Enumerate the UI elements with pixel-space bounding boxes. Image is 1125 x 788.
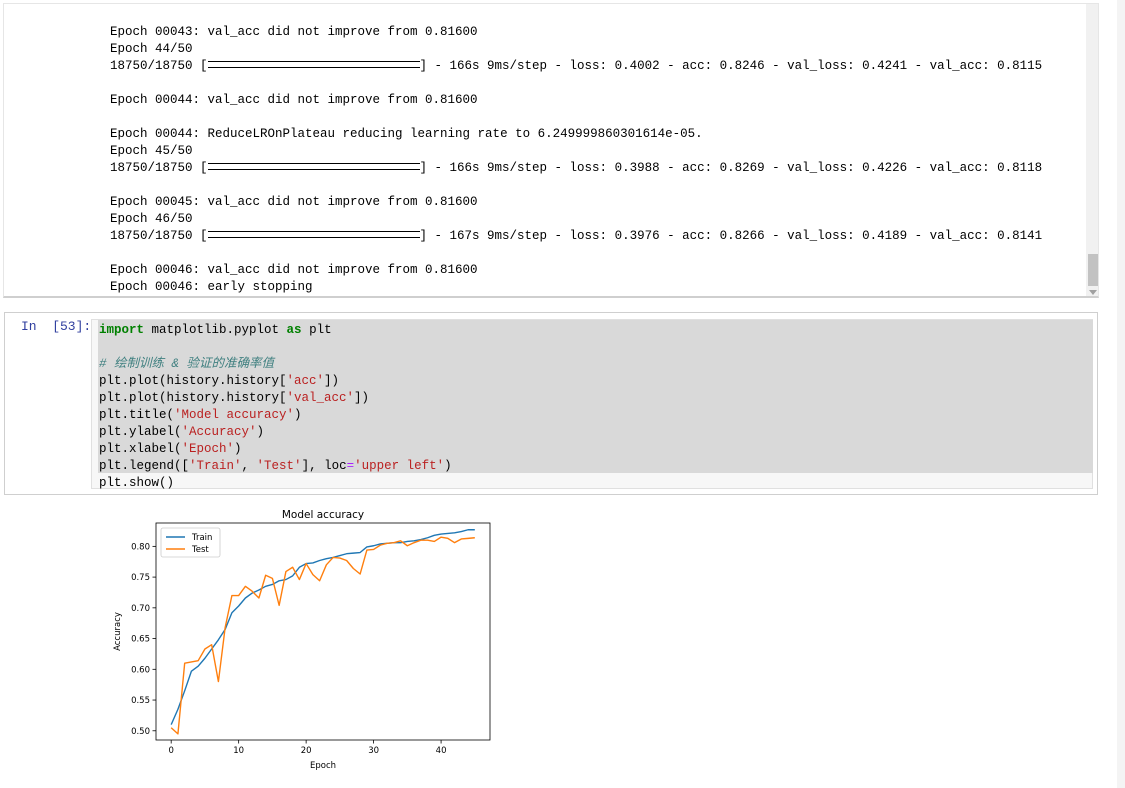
log-line: Epoch 00044: ReduceLROnPlateau reducing … <box>110 127 703 141</box>
log-line: Epoch 00043: val_acc did not improve fro… <box>110 25 478 39</box>
log-line: Epoch 45/50 <box>110 144 193 158</box>
legend-label-train: Train <box>191 533 212 543</box>
code-token: 'Test' <box>256 459 302 473</box>
x-axis-label: Epoch <box>310 761 336 771</box>
log-line: Epoch 00046: val_acc did not improve fro… <box>110 263 478 277</box>
text-selection-highlight <box>98 320 1093 473</box>
legend-label-test: Test <box>191 545 209 555</box>
log-blank-line <box>110 109 1042 126</box>
plot-frame <box>155 522 491 741</box>
y-tick-label: 0.65 <box>131 635 150 645</box>
progress-steps: 18750/18750 [ <box>110 229 208 243</box>
code-line[interactable]: plt.ylabel('Accuracy') <box>99 424 452 441</box>
code-line[interactable]: plt.show() <box>99 475 452 492</box>
y-tick-label: 0.50 <box>131 727 150 737</box>
code-token: plt.ylabel( <box>99 425 182 439</box>
input-prompt: In [53]: <box>21 319 92 334</box>
code-token: plt.show() <box>99 476 175 490</box>
output-scroll-thumb[interactable] <box>1088 254 1098 286</box>
plot-output: Model accuracy 0 10 20 30 40 0.50 0.55 0.60 0.65 0… <box>105 500 505 780</box>
log-line: Epoch 46/50 <box>110 212 193 226</box>
log-line: Epoch 44/50 <box>110 42 193 56</box>
code-token: plt.xlabel( <box>99 442 182 456</box>
y-tick-label: 0.70 <box>131 604 150 614</box>
cell-output-area: Epoch 00043: val_acc did not improve fro… <box>3 3 1099 298</box>
log-blank-line <box>110 177 1042 194</box>
progress-line: 18750/18750 [ ] - 166s 9ms/step - loss: 0… <box>110 58 1042 75</box>
code-line[interactable]: plt.plot(history.history['acc']) <box>99 373 452 390</box>
y-axis-label: Accuracy <box>113 612 123 651</box>
code-token: 'Epoch' <box>181 442 235 456</box>
code-token: 'upper left' <box>354 459 445 473</box>
y-tick-label: 0.75 <box>131 573 150 583</box>
code-line[interactable]: import matplotlib.pyplot as plt <box>99 322 452 339</box>
code-line[interactable]: plt.legend(['Train', 'Test'], loc='upper… <box>99 458 452 475</box>
progress-bar <box>207 231 420 239</box>
code-line[interactable] <box>99 339 452 356</box>
progress-steps: 18750/18750 [ <box>110 59 208 73</box>
code-token: plt.title( <box>99 408 175 422</box>
progress-line: 18750/18750 [ ] - 167s 9ms/step - loss: 0… <box>110 228 1042 245</box>
x-tick-label: 0 <box>168 746 173 756</box>
code-token: ]) <box>354 391 370 405</box>
progress-bar <box>207 61 420 69</box>
chart-title: Model accuracy <box>282 509 364 521</box>
code-line[interactable]: plt.title('Model accuracy') <box>99 407 452 424</box>
log-line: Epoch 00046: early stopping <box>110 280 313 294</box>
code-line[interactable]: plt.xlabel('Epoch') <box>99 441 452 458</box>
window-scrollbar[interactable] <box>1117 0 1125 788</box>
code-line[interactable]: # 绘制训练 & 验证的准确率值 <box>99 356 452 373</box>
code-token: ], loc <box>301 459 347 473</box>
x-tick-label: 20 <box>301 746 312 756</box>
code-token: 'acc' <box>286 374 325 388</box>
y-tick-label: 0.55 <box>131 696 150 706</box>
progress-line: 18750/18750 [ ] - 166s 9ms/step - loss: 0… <box>110 160 1042 177</box>
code-token: ]) <box>324 374 340 388</box>
code-token: 'Train' <box>189 459 242 473</box>
series-line-test <box>170 536 475 735</box>
log-line: Epoch 00044: val_acc did not improve fro… <box>110 93 478 107</box>
code-token: , <box>241 459 257 473</box>
code-token: ) <box>294 408 302 422</box>
code-token: 'Accuracy' <box>181 425 257 439</box>
progress-metrics: ] - 166s 9ms/step - loss: 0.4002 - acc: … <box>419 59 1043 73</box>
code-token: plt.plot(history.history[ <box>99 374 287 388</box>
code-token: plt <box>301 323 332 337</box>
code-token: 'val_acc' <box>286 391 355 405</box>
code-token: plt.legend([ <box>99 459 190 473</box>
series-line-train <box>170 529 475 725</box>
y-tick-label: 0.80 <box>131 542 150 552</box>
progress-metrics: ] - 167s 9ms/step - loss: 0.3976 - acc: … <box>419 229 1043 243</box>
x-tick-label: 10 <box>233 746 244 756</box>
code-token: ) <box>256 425 265 439</box>
code-token: = <box>346 459 355 473</box>
code-token: matplotlib.pyplot <box>144 323 287 337</box>
scroll-down-arrow-icon[interactable] <box>1089 290 1097 295</box>
code-cell[interactable]: In [53]: import matplotlib.pyplot as plt… <box>4 312 1098 495</box>
log-blank-line <box>110 245 1042 262</box>
code-token: ) <box>234 442 242 456</box>
code-token: ) <box>444 459 452 473</box>
training-log: Epoch 00043: val_acc did not improve fro… <box>110 24 1042 296</box>
x-tick-label: 30 <box>368 746 379 756</box>
progress-bar <box>207 163 420 171</box>
output-scrollbar[interactable] <box>1086 4 1098 296</box>
accuracy-chart: Model accuracy 0 10 20 30 40 0.50 0.55 0.60 0.65 0… <box>113 509 491 771</box>
log-blank-line <box>110 75 1042 92</box>
code-lines[interactable]: import matplotlib.pyplot as plt # 绘制训练 &… <box>99 322 452 492</box>
code-token: import <box>99 323 145 337</box>
code-token: as <box>286 323 302 337</box>
legend-box <box>160 527 221 558</box>
code-editor[interactable]: import matplotlib.pyplot as plt # 绘制训练 &… <box>91 319 1093 492</box>
code-token: 'Model accuracy' <box>174 408 295 422</box>
code-line[interactable]: plt.plot(history.history['val_acc']) <box>99 390 452 407</box>
code-token: # 绘制训练 & 验证的准确率值 <box>99 357 275 371</box>
progress-steps: 18750/18750 [ <box>110 161 208 175</box>
code-token: plt.plot(history.history[ <box>99 391 287 405</box>
log-line: Epoch 00045: val_acc did not improve fro… <box>110 195 478 209</box>
x-tick-label: 40 <box>436 746 447 756</box>
y-tick-label: 0.60 <box>131 665 150 675</box>
progress-metrics: ] - 166s 9ms/step - loss: 0.3988 - acc: … <box>419 161 1043 175</box>
